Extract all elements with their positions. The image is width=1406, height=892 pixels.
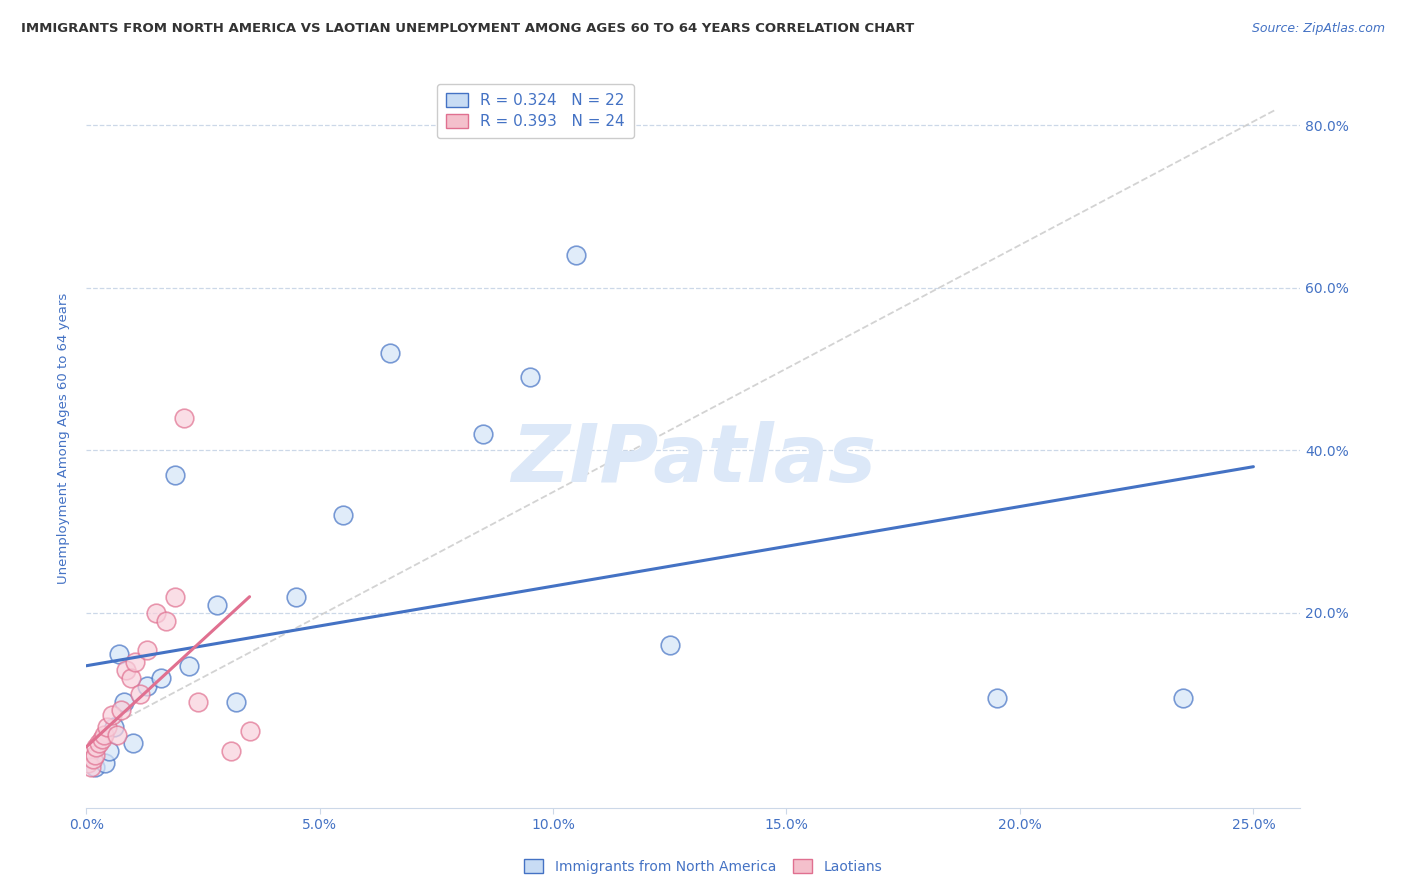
Point (80, 760, 103, 774)
Point (90, 731, 112, 746)
Point (89, 736, 111, 750)
Point (110, 703, 132, 717)
Point (77, 756, 100, 771)
Point (163, 467, 186, 482)
Point (187, 695, 209, 709)
Point (472, 427, 495, 442)
Point (84, 760, 107, 774)
Point (285, 590, 308, 604)
Point (565, 248, 588, 262)
Point (219, 744, 242, 758)
Point (98, 744, 121, 758)
Point (986, 691, 1008, 706)
Point (163, 590, 186, 604)
Point (115, 663, 138, 677)
Point (378, 346, 401, 360)
Point (239, 723, 262, 738)
Text: IMMIGRANTS FROM NORTH AMERICA VS LAOTIAN UNEMPLOYMENT AMONG AGES 60 TO 64 YEARS : IMMIGRANTS FROM NORTH AMERICA VS LAOTIAN… (21, 22, 914, 36)
Point (121, 736, 143, 750)
Point (93, 728, 115, 742)
Point (120, 671, 142, 685)
Y-axis label: Unemployment Among Ages 60 to 64 years: Unemployment Among Ages 60 to 64 years (58, 293, 70, 584)
Point (108, 647, 131, 661)
Point (1173, 691, 1195, 706)
Point (205, 598, 228, 612)
Point (124, 655, 146, 669)
Point (86, 739, 108, 754)
Point (173, 411, 195, 425)
Point (101, 707, 124, 722)
Point (658, 639, 681, 653)
Point (112, 695, 135, 709)
Point (145, 606, 167, 620)
Point (155, 614, 177, 628)
Point (82, 752, 104, 766)
Point (135, 642, 157, 657)
Legend: Immigrants from North America, Laotians: Immigrants from North America, Laotians (517, 853, 889, 880)
Point (149, 671, 172, 685)
Point (519, 370, 541, 384)
Point (94, 756, 117, 771)
Point (83, 748, 105, 763)
Point (177, 658, 200, 673)
Point (103, 720, 125, 734)
Point (105, 728, 128, 742)
Point (225, 695, 247, 709)
Point (135, 679, 157, 693)
Point (96, 720, 118, 734)
Text: ZIPatlas: ZIPatlas (510, 421, 876, 500)
Point (128, 687, 150, 701)
Legend: R = 0.324   N = 22, R = 0.393   N = 24: R = 0.324 N = 22, R = 0.393 N = 24 (437, 84, 634, 138)
Point (332, 508, 354, 523)
Text: Source: ZipAtlas.com: Source: ZipAtlas.com (1251, 22, 1385, 36)
